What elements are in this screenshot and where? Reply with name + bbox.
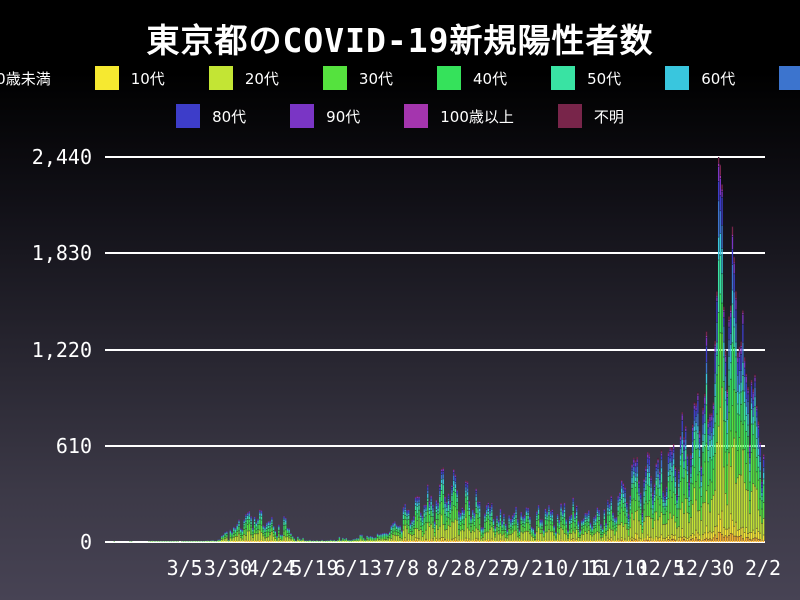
x-tick-label: 2/2	[744, 556, 782, 580]
legend-item: 30代	[322, 66, 393, 90]
legend-item: 90代	[290, 104, 360, 128]
legend-item: 50代	[551, 66, 621, 90]
legend-swatch-icon	[290, 104, 315, 128]
x-tick-label: 4/24	[247, 556, 296, 580]
x-tick-label: 8/27	[463, 556, 512, 580]
legend-swatch-icon	[94, 66, 119, 90]
legend-label: 10代	[130, 69, 165, 88]
y-tick-label: 1,830	[31, 241, 92, 266]
legend-swatch-icon	[208, 66, 233, 90]
legend-swatch-icon	[551, 66, 576, 90]
legend-label: 60代	[701, 69, 736, 88]
legend-swatch-icon	[665, 66, 690, 90]
x-tick-label: 9/21	[506, 556, 556, 580]
legend-swatch-icon	[437, 66, 461, 90]
legend-swatch-icon	[404, 104, 429, 128]
legend-swatch-icon	[779, 66, 800, 90]
legend-label: 10歳未満	[0, 69, 51, 88]
legend-item: 10代	[94, 66, 165, 90]
x-tick-label: 11/10	[587, 556, 648, 580]
legend-swatch-icon	[557, 104, 582, 128]
legend-item: 20代	[208, 66, 279, 90]
legend-label: 100歳以上	[440, 107, 514, 126]
chart-title: 東京都のCOVID-19新規陽性者数	[146, 21, 654, 60]
y-tick-label: 610	[55, 433, 92, 458]
legend-item: 100歳以上	[404, 104, 514, 128]
legend-row-2: 80代 90代 100歳以上 不明	[0, 104, 800, 128]
legend-swatch-icon	[176, 104, 201, 128]
legend-item: 60代	[665, 66, 735, 90]
legend-row-1: 10歳未満 10代 20代 30代 40代 50代 60代 70代	[0, 66, 800, 90]
x-tick-label: 8/2	[426, 556, 463, 580]
x-tick-label: 5/19	[290, 556, 339, 580]
legend-label: 50代	[587, 69, 622, 88]
legend-label: 30代	[358, 69, 393, 88]
y-tick-label: 2,440	[31, 145, 92, 169]
legend-label: 40代	[473, 69, 508, 88]
x-tick-label: 3/5	[166, 556, 203, 580]
legend-item: 40代	[437, 66, 507, 90]
legend-item: 不明	[557, 104, 624, 128]
x-tick-label: 6/13	[333, 556, 382, 580]
legend-item: 70代	[779, 66, 800, 90]
legend-item: 80代	[176, 104, 246, 128]
x-tick-label: 3/30	[203, 556, 253, 580]
legend-item: 10歳未満	[0, 66, 51, 90]
legend-swatch-icon	[322, 66, 347, 90]
legend-label: 80代	[212, 107, 247, 126]
y-tick-label: 0	[79, 530, 92, 554]
legend-label: 90代	[326, 107, 361, 126]
x-tick-label: 12/30	[674, 556, 735, 580]
x-tick-label: 12/5	[636, 556, 685, 580]
x-tick-label: 10/16	[544, 556, 605, 580]
legend-label: 20代	[244, 69, 279, 88]
legend-label: 不明	[593, 107, 624, 126]
y-tick-label: 1,220	[31, 337, 92, 362]
x-tick-label: 7/8	[383, 556, 420, 580]
